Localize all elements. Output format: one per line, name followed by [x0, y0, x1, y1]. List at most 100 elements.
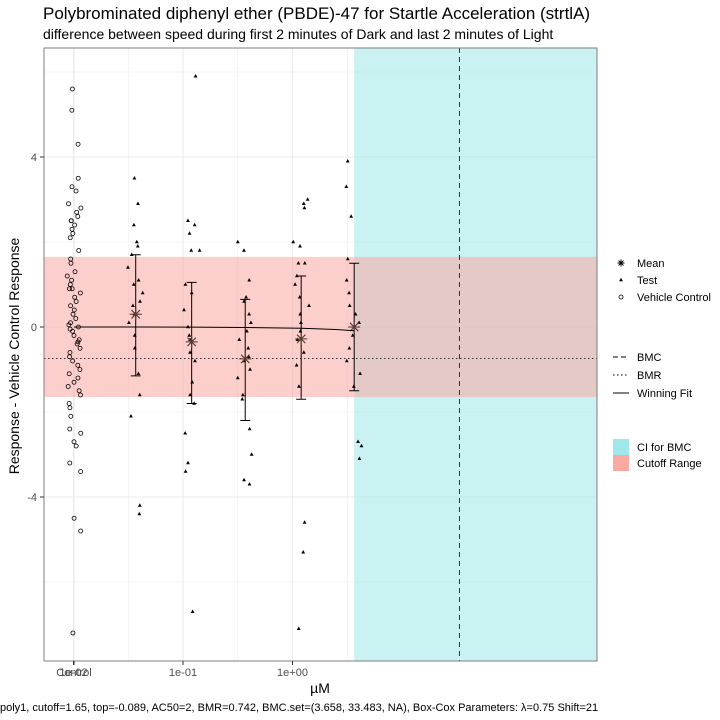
- mean-marker: [129, 308, 142, 321]
- vehicle-control-point: [75, 362, 81, 368]
- test-point: [244, 329, 249, 333]
- vehicle-control-point: [69, 277, 74, 283]
- test-point: [247, 278, 252, 282]
- chart-title: Polybrominated diphenyl ether (PBDE)-47 …: [43, 4, 590, 23]
- test-point: [356, 439, 360, 444]
- vehicle-control-point: [70, 311, 76, 317]
- test-point: [296, 626, 301, 631]
- test-point: [132, 222, 136, 227]
- legend-test-key: [619, 277, 623, 282]
- test-point: [197, 248, 202, 252]
- test-point: [182, 307, 186, 312]
- test-point: [140, 290, 145, 295]
- legend: Mean Test Vehicle Control BMC BMR Winning Fit…: [613, 258, 711, 471]
- test-point: [126, 265, 130, 269]
- legend-label: Winning Fit: [637, 388, 692, 400]
- vehicle-control-point: [72, 294, 78, 300]
- test-point: [127, 320, 131, 325]
- vehicle-control-point: [66, 371, 72, 377]
- vehicle-control-point: [69, 107, 75, 113]
- test-point: [237, 337, 242, 342]
- legend-label: BMR: [637, 370, 662, 382]
- vehicle-control-point: [75, 175, 81, 181]
- test-point: [344, 278, 349, 282]
- test-point: [344, 184, 349, 189]
- test-point: [188, 337, 192, 342]
- vehicle-control-point: [66, 201, 71, 207]
- y-tick-label: 0: [31, 322, 37, 334]
- vehicle-control-point: [67, 354, 72, 360]
- vehicle-control-point: [67, 282, 73, 287]
- vehicle-control-point: [78, 430, 84, 436]
- vehicle-control-point: [78, 205, 84, 211]
- test-point: [349, 214, 354, 218]
- test-point: [247, 426, 252, 431]
- test-point: [188, 392, 192, 397]
- test-point: [297, 384, 301, 388]
- test-point: [347, 303, 352, 308]
- vehicle-control-point: [70, 358, 76, 364]
- vehicle-control-point: [76, 388, 82, 394]
- vehicle-control-point: [70, 231, 76, 236]
- vehicle-control-point: [68, 303, 73, 309]
- test-point: [132, 176, 137, 180]
- x-tick-label: 1e-01: [169, 667, 197, 679]
- test-point: [249, 320, 253, 325]
- test-point: [302, 261, 307, 265]
- vehicle-control-point: [74, 341, 80, 347]
- test-point: [248, 367, 252, 371]
- test-point: [294, 363, 299, 367]
- test-point: [246, 346, 251, 350]
- legend-vehicle-control-key: [618, 294, 624, 300]
- test-point: [136, 371, 141, 376]
- legend-fill-key: [613, 439, 629, 455]
- test-point: [247, 482, 252, 486]
- panel-border: [43, 47, 598, 662]
- test-point: [186, 218, 190, 223]
- vehicle-control-point: [71, 515, 77, 521]
- vehicle-control-point: [69, 86, 75, 92]
- test-point: [188, 350, 192, 354]
- test-point: [183, 282, 188, 286]
- vehicle-control-point: [71, 379, 77, 385]
- mean-marker: [185, 335, 198, 348]
- vehicle-control-point: [73, 299, 79, 304]
- test-point: [240, 397, 245, 401]
- vehicle-control-point: [65, 384, 71, 389]
- x-tick-label: 1e-02: [59, 667, 87, 679]
- test-point: [137, 511, 142, 516]
- vehicle-control-point: [77, 345, 83, 351]
- test-point: [307, 303, 311, 308]
- test-point: [345, 256, 350, 261]
- vehicle-control-point: [78, 528, 84, 534]
- vehicle-control-point: [67, 235, 73, 241]
- vehicle-control-point: [70, 328, 76, 334]
- legend-fill-key: [613, 455, 629, 471]
- legend-mean-key: [617, 259, 625, 267]
- vehicle-control-point: [70, 630, 76, 636]
- test-point: [189, 248, 194, 252]
- vehicle-control-point: [67, 460, 73, 466]
- mean-marker: [295, 332, 308, 345]
- vehicle-control-point: [67, 426, 73, 432]
- chart-caption: poly1, cutoff=1.65, top=-0.089, AC50=2, …: [0, 702, 598, 714]
- vehicle-control-point: [71, 307, 77, 313]
- test-point: [301, 550, 306, 554]
- test-point: [296, 261, 301, 265]
- test-point: [249, 452, 254, 456]
- vehicle-control-point: [76, 248, 82, 253]
- vehicle-control-point: [72, 269, 78, 275]
- vehicle-control-point: [71, 439, 77, 445]
- vehicle-control-point: [75, 339, 81, 345]
- test-point: [186, 460, 190, 465]
- plot-layers: [44, 48, 597, 661]
- vehicle-control-point: [68, 260, 74, 266]
- legend-label: BMC: [637, 352, 662, 364]
- test-point: [293, 282, 297, 286]
- test-point: [187, 333, 192, 337]
- vehicle-control-point: [68, 413, 74, 419]
- vehicle-control-point: [75, 141, 81, 147]
- y-tick-label: 4: [31, 152, 37, 164]
- test-point: [298, 244, 302, 248]
